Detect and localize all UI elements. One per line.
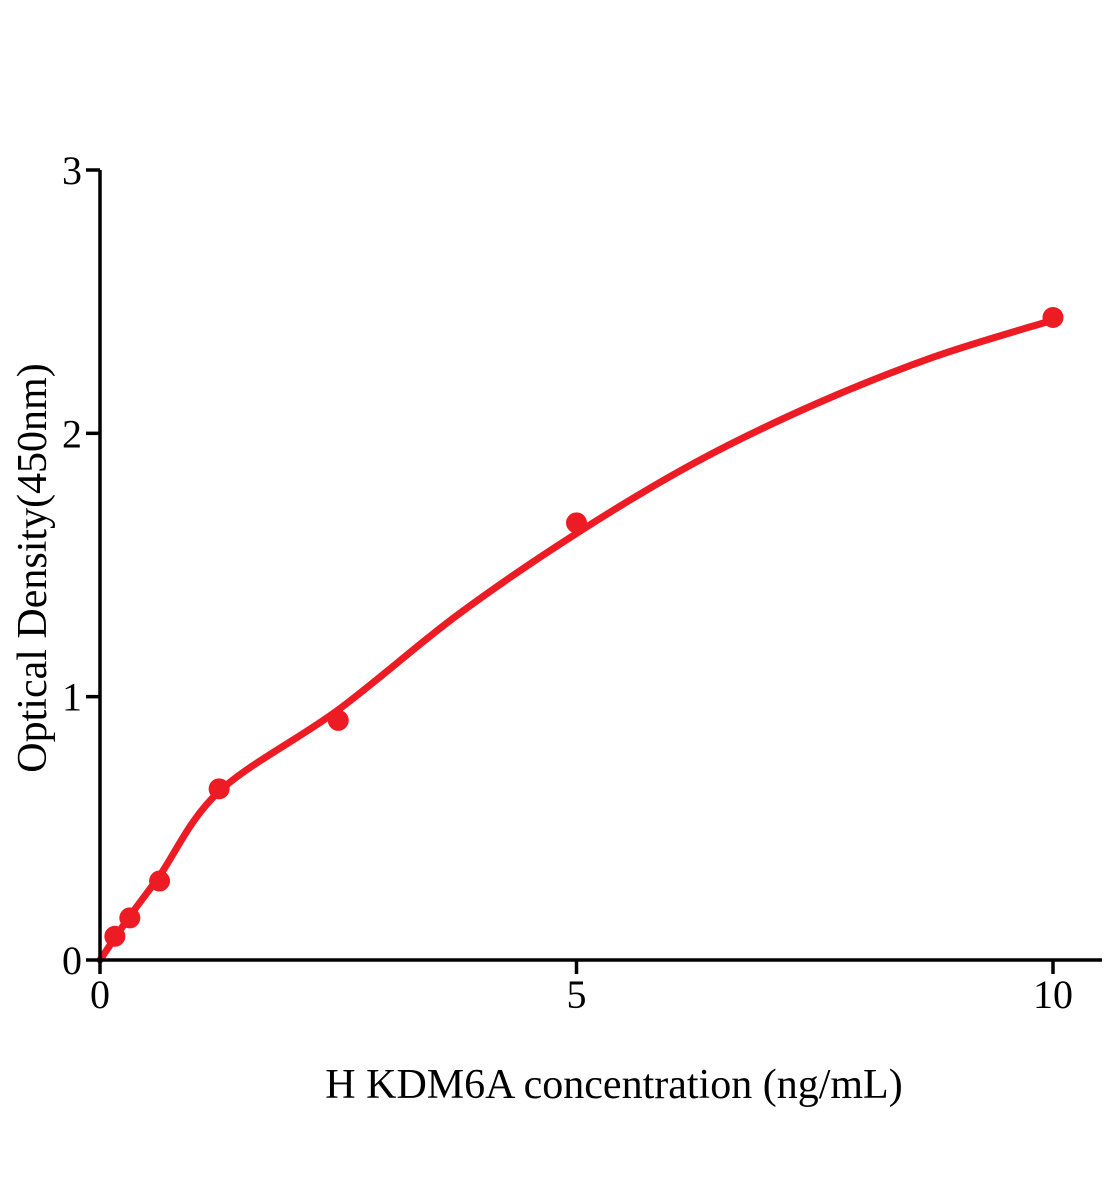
data-point [104,925,126,947]
y-tick-label: 3 [62,148,82,193]
y-tick-label: 2 [62,411,82,456]
fit-curve [96,316,1057,964]
y-tick-label: 0 [62,938,82,983]
data-point [327,709,349,731]
y-tick-label: 1 [62,675,82,720]
data-point [566,512,587,534]
x-tick-label: 10 [1033,972,1073,1017]
data-point [149,870,171,892]
y-axis-title: Optical Density(450nm) [10,363,56,772]
plot-area: 0 5 10 0 1 2 3 [62,148,1102,1017]
x-tick-label: 5 [567,972,587,1017]
x-axis-title: H KDM6A concentration (ng/mL) [325,1062,902,1108]
x-tick-label: 0 [90,972,110,1017]
data-point [208,778,230,800]
data-point [1042,306,1064,328]
data-point [119,907,141,929]
